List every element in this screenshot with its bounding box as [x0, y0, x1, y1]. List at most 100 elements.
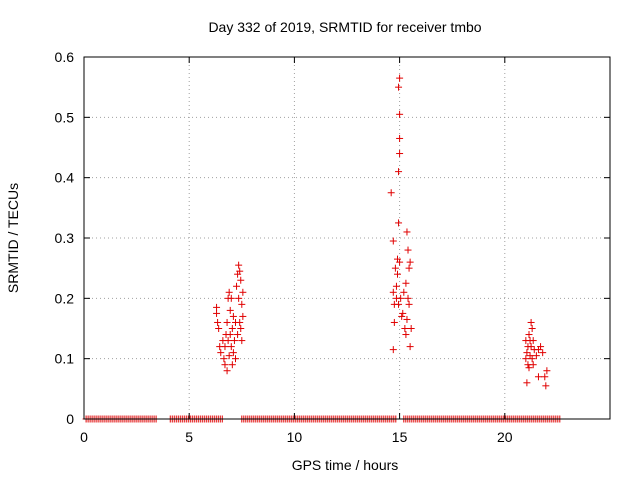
data-point	[403, 228, 411, 236]
y-tick-label: 0	[66, 411, 74, 427]
data-point	[389, 237, 397, 245]
y-tick-label: 0.2	[55, 290, 75, 306]
data-point	[223, 318, 231, 326]
data-point	[396, 74, 404, 82]
x-tick-label: 10	[287, 429, 303, 445]
y-tick-label: 0.3	[55, 230, 75, 246]
tick-labels: 0 0.1 0.2 0.3 0.4 0.5 0.6 0 5 10 15 20	[55, 49, 513, 445]
data-point	[224, 337, 232, 345]
data-point	[407, 325, 415, 332]
data-point	[523, 379, 531, 387]
data-point	[387, 189, 395, 197]
data-point	[390, 318, 398, 326]
data-point	[238, 337, 246, 345]
data-point	[393, 270, 401, 278]
data-point	[403, 315, 411, 323]
data-point	[395, 300, 403, 308]
x-tick-label: 0	[80, 429, 88, 445]
data-point	[525, 331, 533, 339]
data-point	[235, 261, 243, 269]
data-point	[405, 300, 413, 308]
data-point	[542, 382, 550, 390]
data-point	[213, 303, 221, 311]
data-point	[399, 309, 407, 317]
data-point	[406, 343, 414, 351]
data-point	[397, 294, 405, 302]
data-point	[227, 294, 235, 302]
data-point	[534, 373, 542, 381]
data-point	[404, 294, 412, 302]
data-point	[239, 288, 247, 296]
data-point	[215, 325, 223, 332]
data-point	[398, 312, 406, 320]
data-point	[214, 318, 222, 326]
data-point	[234, 331, 242, 339]
data-point	[233, 282, 241, 290]
data-point	[523, 349, 531, 357]
data-point	[389, 346, 397, 354]
data-point	[525, 364, 533, 372]
data-point	[213, 309, 221, 317]
data-point	[225, 352, 233, 360]
data-point	[396, 150, 404, 158]
data-point	[528, 325, 536, 332]
data-point	[528, 355, 536, 363]
data-point	[228, 361, 236, 369]
data-point	[541, 373, 549, 381]
data-point	[395, 83, 403, 91]
data-point	[391, 264, 399, 272]
data-point	[522, 355, 530, 363]
data-point	[405, 264, 413, 272]
data-point	[221, 361, 229, 369]
data-point	[392, 282, 400, 290]
data-point	[529, 337, 537, 345]
data-point	[236, 318, 244, 326]
data-point	[235, 294, 243, 302]
data-point	[236, 267, 244, 275]
data-point	[225, 288, 233, 296]
data-point	[395, 219, 403, 227]
x-tick-label: 5	[185, 429, 193, 445]
data-point	[229, 349, 237, 357]
data-point	[230, 337, 238, 345]
data-point	[532, 352, 540, 360]
data-point	[402, 331, 410, 339]
axis-ticks	[83, 56, 610, 420]
data-point	[237, 276, 245, 284]
data-point	[237, 325, 245, 332]
data-point	[543, 367, 551, 375]
y-tick-label: 0.6	[55, 49, 75, 65]
data-points	[82, 74, 564, 423]
data-point	[226, 331, 234, 339]
data-point	[539, 349, 547, 357]
data-point	[537, 343, 545, 351]
data-point	[402, 279, 410, 287]
y-tick-label: 0.4	[55, 170, 75, 186]
data-point	[404, 246, 412, 254]
data-point	[223, 367, 231, 375]
data-point	[221, 343, 229, 351]
data-point	[401, 325, 409, 332]
y-tick-label: 0.1	[55, 351, 75, 367]
chart-title: Day 332 of 2019, SRMTID for receiver tmb…	[208, 19, 481, 35]
data-point	[527, 318, 535, 326]
data-point	[389, 288, 397, 296]
y-axis-label: SRMTID / TECUs	[5, 183, 21, 293]
data-point	[400, 288, 408, 296]
y-tick-label: 0.5	[55, 109, 75, 125]
data-point	[239, 312, 247, 320]
data-point	[220, 355, 228, 363]
data-point	[227, 343, 235, 351]
data-point	[529, 361, 537, 369]
data-point	[396, 134, 404, 142]
x-tick-label: 20	[497, 429, 513, 445]
data-point	[231, 355, 239, 363]
data-point	[228, 325, 236, 332]
data-point	[226, 306, 234, 314]
data-point	[229, 312, 237, 320]
x-tick-label: 15	[392, 429, 408, 445]
data-point	[217, 349, 225, 357]
x-axis-label: GPS time / hours	[292, 457, 399, 473]
data-point	[395, 168, 403, 176]
